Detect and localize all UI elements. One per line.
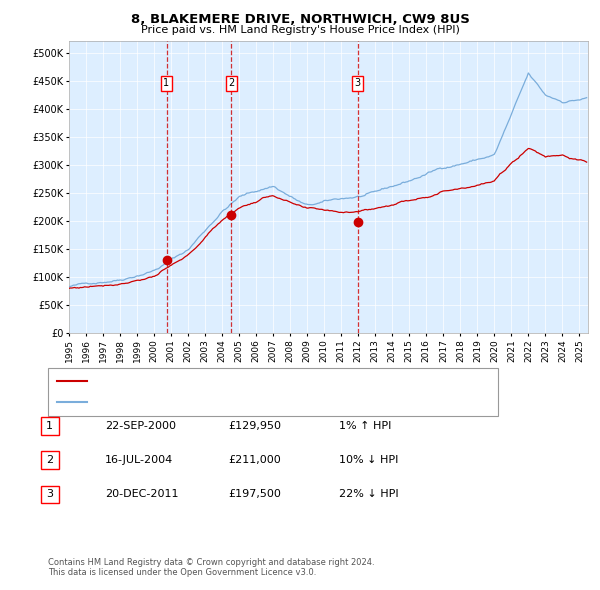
Text: £197,500: £197,500 — [228, 490, 281, 499]
Text: 8, BLAKEMERE DRIVE, NORTHWICH, CW9 8US (detached house): 8, BLAKEMERE DRIVE, NORTHWICH, CW9 8US (… — [91, 376, 404, 386]
Text: 3: 3 — [355, 78, 361, 88]
Text: Price paid vs. HM Land Registry's House Price Index (HPI): Price paid vs. HM Land Registry's House … — [140, 25, 460, 35]
Text: £129,950: £129,950 — [228, 421, 281, 431]
Text: 22% ↓ HPI: 22% ↓ HPI — [339, 490, 398, 499]
Text: 1: 1 — [163, 78, 170, 88]
Text: £211,000: £211,000 — [228, 455, 281, 465]
Text: 16-JUL-2004: 16-JUL-2004 — [105, 455, 173, 465]
Text: 22-SEP-2000: 22-SEP-2000 — [105, 421, 176, 431]
Text: 1: 1 — [46, 421, 53, 431]
Text: 3: 3 — [46, 490, 53, 499]
Text: Contains HM Land Registry data © Crown copyright and database right 2024.
This d: Contains HM Land Registry data © Crown c… — [48, 558, 374, 577]
Text: 10% ↓ HPI: 10% ↓ HPI — [339, 455, 398, 465]
Text: 20-DEC-2011: 20-DEC-2011 — [105, 490, 179, 499]
Text: 1% ↑ HPI: 1% ↑ HPI — [339, 421, 391, 431]
Text: 8, BLAKEMERE DRIVE, NORTHWICH, CW9 8US: 8, BLAKEMERE DRIVE, NORTHWICH, CW9 8US — [131, 13, 469, 26]
Text: 2: 2 — [46, 455, 53, 465]
Text: HPI: Average price, detached house, Cheshire West and Chester: HPI: Average price, detached house, Ches… — [91, 398, 404, 408]
Text: 2: 2 — [228, 78, 235, 88]
